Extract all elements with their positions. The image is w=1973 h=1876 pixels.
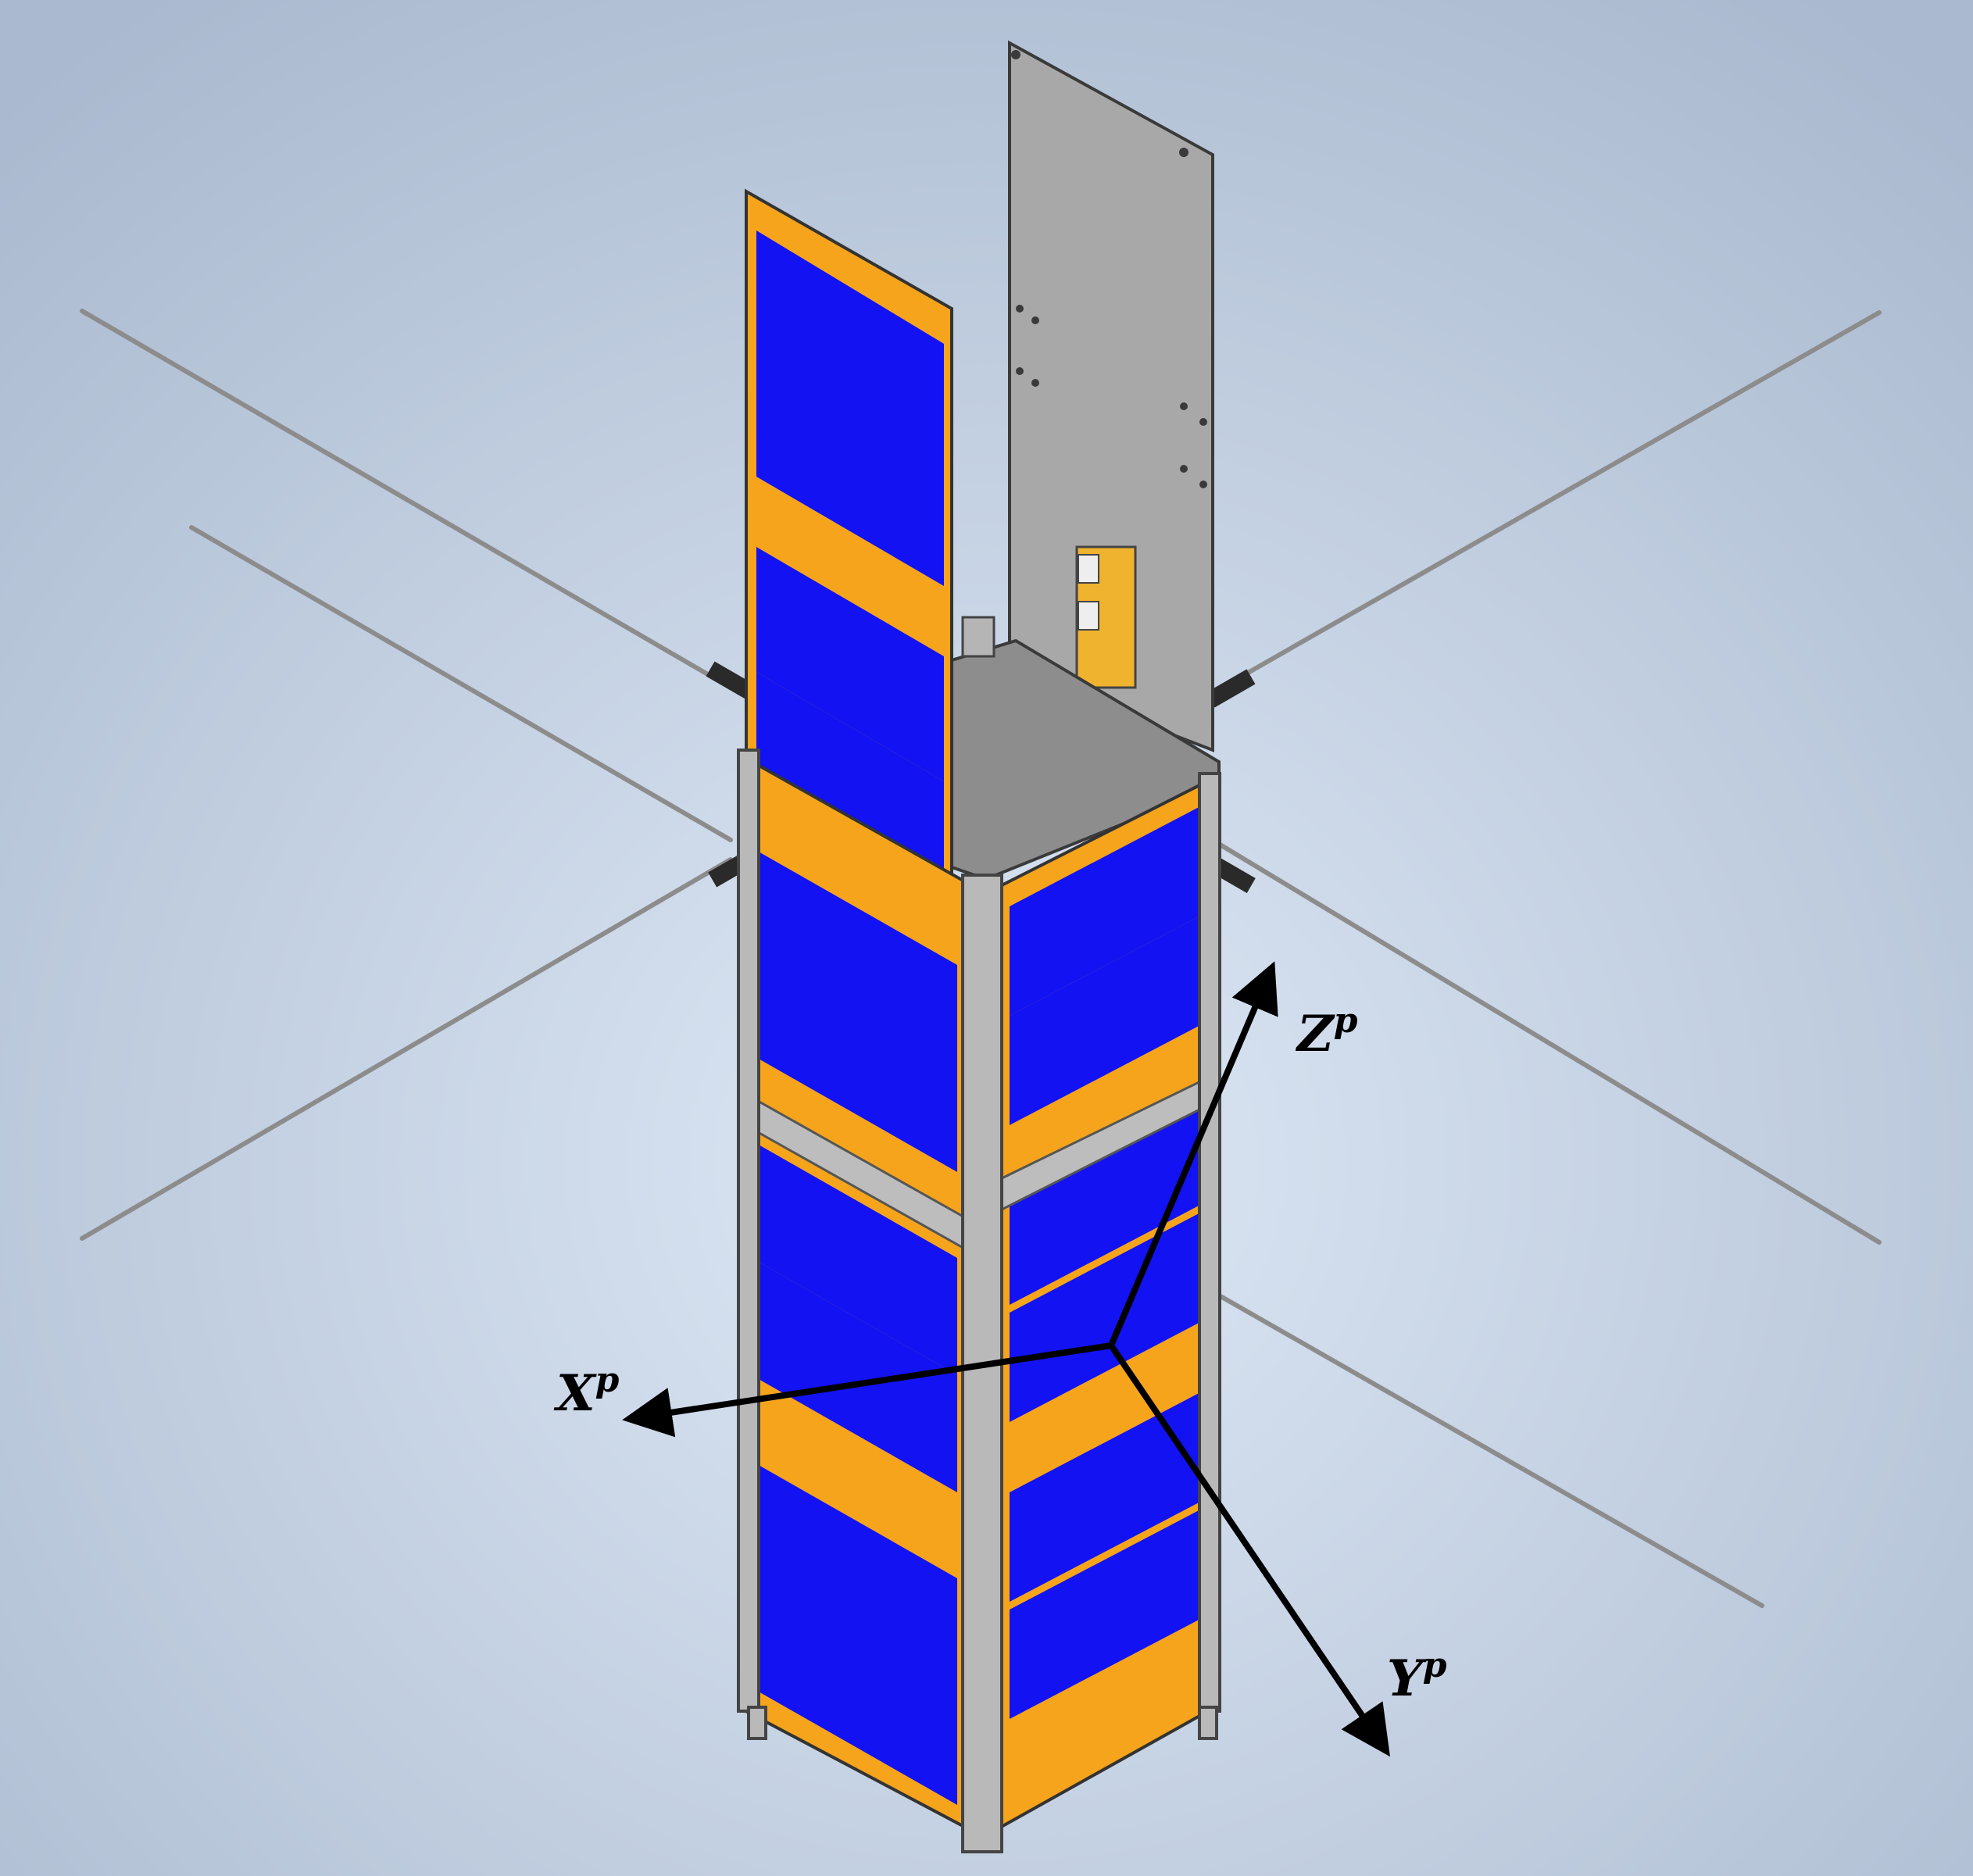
axis-x-label: Xp — [553, 1360, 620, 1423]
antenna-mount-3 — [1206, 669, 1256, 708]
axes — [622, 961, 1390, 1757]
radiator-panel — [1008, 40, 1214, 752]
antenna-upper-left — [80, 309, 733, 690]
antennas — [80, 309, 1882, 1608]
axis-y-label: Yp — [1387, 1646, 1447, 1708]
top-standoff — [961, 616, 995, 658]
antenna-mid-left — [189, 525, 733, 842]
antenna-right — [1197, 830, 1882, 1245]
rail-left — [737, 749, 760, 1713]
antenna-upper-right — [1213, 310, 1882, 694]
antenna-lower-left — [80, 857, 733, 1241]
rail-foot-right — [1198, 1706, 1218, 1740]
antenna-mount-1 — [706, 661, 756, 700]
axis-x-arrow — [622, 1342, 1112, 1438]
rail-foot-left — [747, 1706, 767, 1740]
body-left-face — [737, 751, 969, 1831]
axis-z-arrow — [1108, 961, 1278, 1347]
rail-right — [1198, 772, 1221, 1713]
axis-z-label: Zp — [1295, 1001, 1358, 1063]
axis-y-arrow — [1108, 1343, 1390, 1757]
body-right-face — [997, 774, 1217, 1831]
